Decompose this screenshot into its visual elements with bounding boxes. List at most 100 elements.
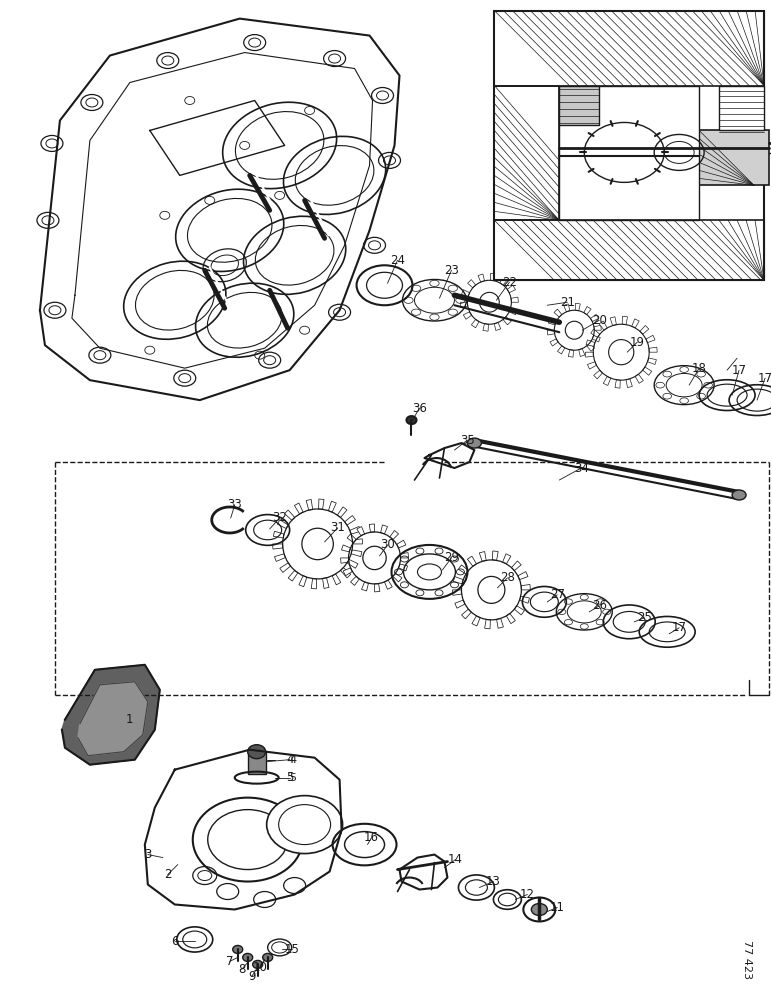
Text: 32: 32	[273, 511, 287, 524]
Text: 33: 33	[227, 498, 242, 511]
Text: 77 423: 77 423	[742, 940, 752, 979]
Ellipse shape	[467, 438, 482, 448]
Polygon shape	[459, 565, 469, 574]
Polygon shape	[622, 316, 628, 325]
Bar	[719, 86, 764, 130]
Polygon shape	[463, 312, 472, 319]
Polygon shape	[472, 319, 479, 328]
Text: 28: 28	[500, 571, 515, 584]
Polygon shape	[479, 552, 486, 561]
Polygon shape	[397, 540, 406, 548]
Polygon shape	[496, 618, 503, 628]
Polygon shape	[648, 358, 656, 364]
Polygon shape	[640, 325, 648, 334]
Text: 19: 19	[630, 336, 645, 349]
Polygon shape	[587, 343, 594, 351]
Text: 35: 35	[460, 434, 475, 447]
Text: 11: 11	[550, 901, 565, 914]
Text: 8: 8	[238, 963, 245, 976]
Polygon shape	[594, 370, 602, 379]
Polygon shape	[398, 564, 408, 571]
Text: 5: 5	[286, 771, 293, 784]
Polygon shape	[585, 352, 594, 357]
Polygon shape	[485, 619, 490, 629]
Polygon shape	[594, 325, 601, 330]
Polygon shape	[635, 374, 643, 383]
Ellipse shape	[523, 898, 555, 921]
Polygon shape	[591, 314, 598, 322]
Polygon shape	[350, 576, 359, 585]
Polygon shape	[294, 503, 303, 514]
Polygon shape	[78, 682, 147, 756]
Polygon shape	[490, 273, 496, 281]
Polygon shape	[503, 554, 511, 564]
Polygon shape	[460, 302, 468, 307]
Polygon shape	[550, 339, 558, 346]
Polygon shape	[288, 570, 298, 581]
Polygon shape	[369, 524, 374, 532]
Polygon shape	[347, 559, 358, 568]
Ellipse shape	[266, 796, 343, 854]
Polygon shape	[642, 367, 652, 375]
Polygon shape	[499, 277, 507, 285]
Ellipse shape	[193, 798, 303, 882]
Polygon shape	[452, 590, 462, 595]
Polygon shape	[273, 531, 284, 538]
Polygon shape	[631, 319, 639, 328]
Text: 36: 36	[412, 402, 427, 415]
Polygon shape	[344, 568, 352, 576]
Polygon shape	[341, 545, 350, 552]
Polygon shape	[299, 576, 306, 587]
Polygon shape	[393, 573, 402, 582]
Bar	[248, 752, 266, 774]
Text: 10: 10	[252, 961, 267, 974]
Polygon shape	[344, 515, 355, 525]
Text: 20: 20	[592, 314, 607, 327]
Polygon shape	[328, 501, 337, 512]
Text: 4: 4	[286, 753, 293, 766]
Polygon shape	[626, 379, 632, 388]
Polygon shape	[554, 309, 562, 317]
Polygon shape	[506, 614, 516, 624]
Polygon shape	[40, 19, 399, 400]
Polygon shape	[586, 340, 595, 346]
Ellipse shape	[262, 953, 273, 961]
Polygon shape	[277, 520, 288, 529]
Polygon shape	[462, 609, 472, 619]
Polygon shape	[384, 580, 392, 589]
Polygon shape	[145, 750, 341, 909]
Polygon shape	[332, 574, 340, 585]
Ellipse shape	[584, 122, 664, 182]
Polygon shape	[357, 527, 364, 536]
Ellipse shape	[531, 904, 547, 915]
Polygon shape	[557, 346, 565, 354]
Text: 29: 29	[444, 551, 459, 564]
Polygon shape	[510, 308, 517, 315]
Polygon shape	[390, 530, 398, 540]
Polygon shape	[400, 553, 408, 558]
Polygon shape	[592, 336, 601, 342]
Text: 17: 17	[757, 372, 772, 385]
Polygon shape	[649, 347, 657, 352]
Polygon shape	[483, 324, 489, 331]
Polygon shape	[468, 280, 476, 288]
Polygon shape	[494, 86, 559, 220]
Polygon shape	[610, 317, 616, 326]
Polygon shape	[306, 499, 313, 510]
Polygon shape	[591, 329, 600, 337]
Polygon shape	[62, 665, 160, 765]
Polygon shape	[548, 319, 557, 325]
Polygon shape	[511, 561, 521, 571]
Text: 9: 9	[248, 970, 256, 983]
Ellipse shape	[242, 953, 252, 961]
Polygon shape	[478, 274, 485, 282]
Polygon shape	[285, 510, 295, 520]
Polygon shape	[518, 572, 528, 580]
Polygon shape	[568, 350, 574, 357]
Text: 17: 17	[732, 364, 747, 377]
Polygon shape	[494, 11, 764, 86]
Polygon shape	[350, 526, 361, 534]
Polygon shape	[587, 362, 597, 369]
Polygon shape	[273, 544, 283, 549]
Bar	[559, 86, 599, 125]
